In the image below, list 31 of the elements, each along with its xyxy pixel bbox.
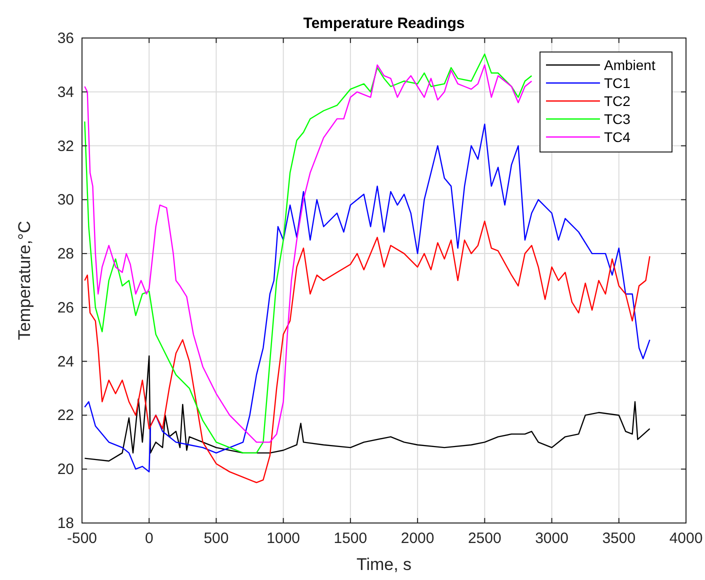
y-tick-label: 30 — [57, 192, 74, 209]
line-series — [84, 124, 650, 472]
y-tick-label: 22 — [57, 407, 74, 424]
legend-label: TC2 — [604, 93, 631, 109]
line-series — [84, 220, 650, 484]
x-tick-label: 2500 — [468, 530, 502, 547]
x-tick-label: 500 — [204, 530, 229, 547]
y-tick-label: 20 — [57, 461, 74, 478]
y-axis-title: Temperature,°C — [15, 220, 34, 340]
y-tick-label: 34 — [57, 84, 74, 101]
y-tick-label: 18 — [57, 515, 74, 532]
x-tick-label: 3000 — [535, 530, 568, 547]
x-tick-label: 3500 — [602, 530, 636, 547]
y-tick-label: 28 — [57, 246, 74, 263]
y-tick-label: 36 — [57, 30, 74, 47]
x-tick-label: 1500 — [334, 530, 368, 547]
x-tick-label: 1000 — [266, 530, 300, 547]
x-tick-label: 2000 — [400, 530, 434, 547]
x-axis-title: Time, s — [356, 555, 412, 574]
chart-title: Temperature Readings — [303, 15, 465, 32]
legend-label: TC1 — [604, 75, 631, 91]
y-tick-label: 26 — [57, 299, 74, 316]
legend-label: Ambient — [604, 57, 656, 73]
y-tick-label: 24 — [57, 353, 74, 370]
legend-label: TC3 — [604, 111, 631, 127]
x-tick-label: 0 — [144, 530, 154, 547]
x-tick-label: 4000 — [669, 530, 703, 547]
y-tick-label: 32 — [57, 138, 74, 155]
line-series — [84, 355, 650, 462]
x-tick-label: -500 — [66, 530, 98, 547]
legend-label: TC4 — [604, 129, 631, 145]
